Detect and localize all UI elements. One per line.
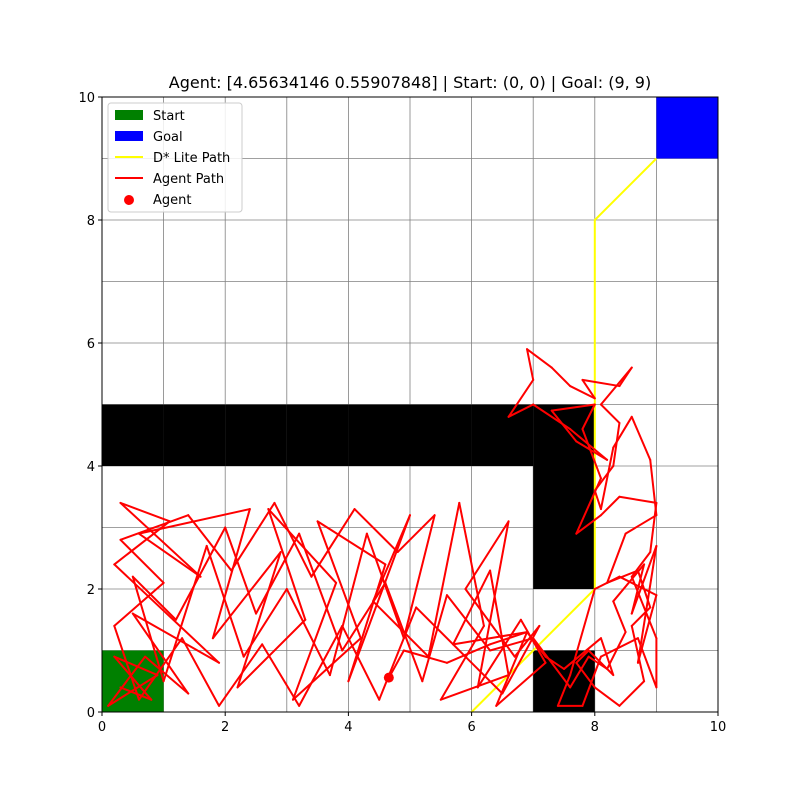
legend-label-start: Start xyxy=(153,109,185,124)
legend: Start Goal D* Lite Path Agent Path Agent xyxy=(108,103,242,212)
obstacle-cell xyxy=(102,405,164,467)
obstacle-cell xyxy=(287,405,349,467)
goal-cell xyxy=(656,97,718,159)
obstacle-cell xyxy=(164,405,226,467)
legend-label-agent-path: Agent Path xyxy=(153,172,224,187)
x-tick-label: 0 xyxy=(98,720,106,735)
x-tick-label: 8 xyxy=(591,720,599,735)
legend-label-agent: Agent xyxy=(153,193,191,208)
y-tick-label: 10 xyxy=(78,91,95,106)
x-tick-label: 10 xyxy=(710,720,727,735)
obstacle-cell xyxy=(533,528,595,590)
x-tick-label: 6 xyxy=(467,720,475,735)
legend-label-goal: Goal xyxy=(153,130,183,145)
chart-title: Agent: [4.65634146 0.55907848] | Start: … xyxy=(169,73,651,92)
y-tick-label: 0 xyxy=(87,706,95,721)
obstacle-cell xyxy=(533,651,595,713)
y-tick-label: 2 xyxy=(87,583,95,598)
legend-swatch-goal xyxy=(115,131,143,141)
obstacle-cell xyxy=(348,405,410,467)
obstacle-cell xyxy=(533,466,595,528)
agent-marker xyxy=(384,673,394,683)
legend-label-d-lite-path: D* Lite Path xyxy=(153,151,230,166)
obstacle-cell xyxy=(225,405,287,467)
y-tick-label: 4 xyxy=(87,460,95,475)
x-tick-label: 4 xyxy=(344,720,352,735)
obstacle-cell xyxy=(410,405,472,467)
x-tick-label: 2 xyxy=(221,720,229,735)
agent-marker-layer xyxy=(384,673,394,683)
obstacle-cell xyxy=(472,405,534,467)
legend-swatch-start xyxy=(115,110,143,120)
legend-swatch-agent xyxy=(124,195,134,205)
y-tick-label: 6 xyxy=(87,337,95,352)
y-tick-label: 8 xyxy=(87,214,95,229)
